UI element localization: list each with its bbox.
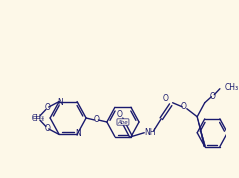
- Text: CH₃: CH₃: [32, 116, 45, 122]
- Text: O: O: [181, 102, 187, 111]
- Text: O: O: [117, 110, 123, 119]
- Polygon shape: [197, 117, 206, 147]
- Text: Abe: Abe: [118, 119, 128, 124]
- Text: CH₃: CH₃: [32, 114, 45, 121]
- Text: O: O: [209, 92, 215, 101]
- Text: NH: NH: [144, 128, 156, 137]
- Text: CH₃: CH₃: [225, 83, 239, 92]
- Text: O: O: [93, 116, 99, 124]
- Text: N: N: [57, 98, 63, 107]
- Text: O: O: [163, 94, 169, 103]
- Text: O: O: [45, 103, 51, 112]
- Text: O: O: [45, 124, 51, 133]
- Text: N: N: [75, 129, 81, 138]
